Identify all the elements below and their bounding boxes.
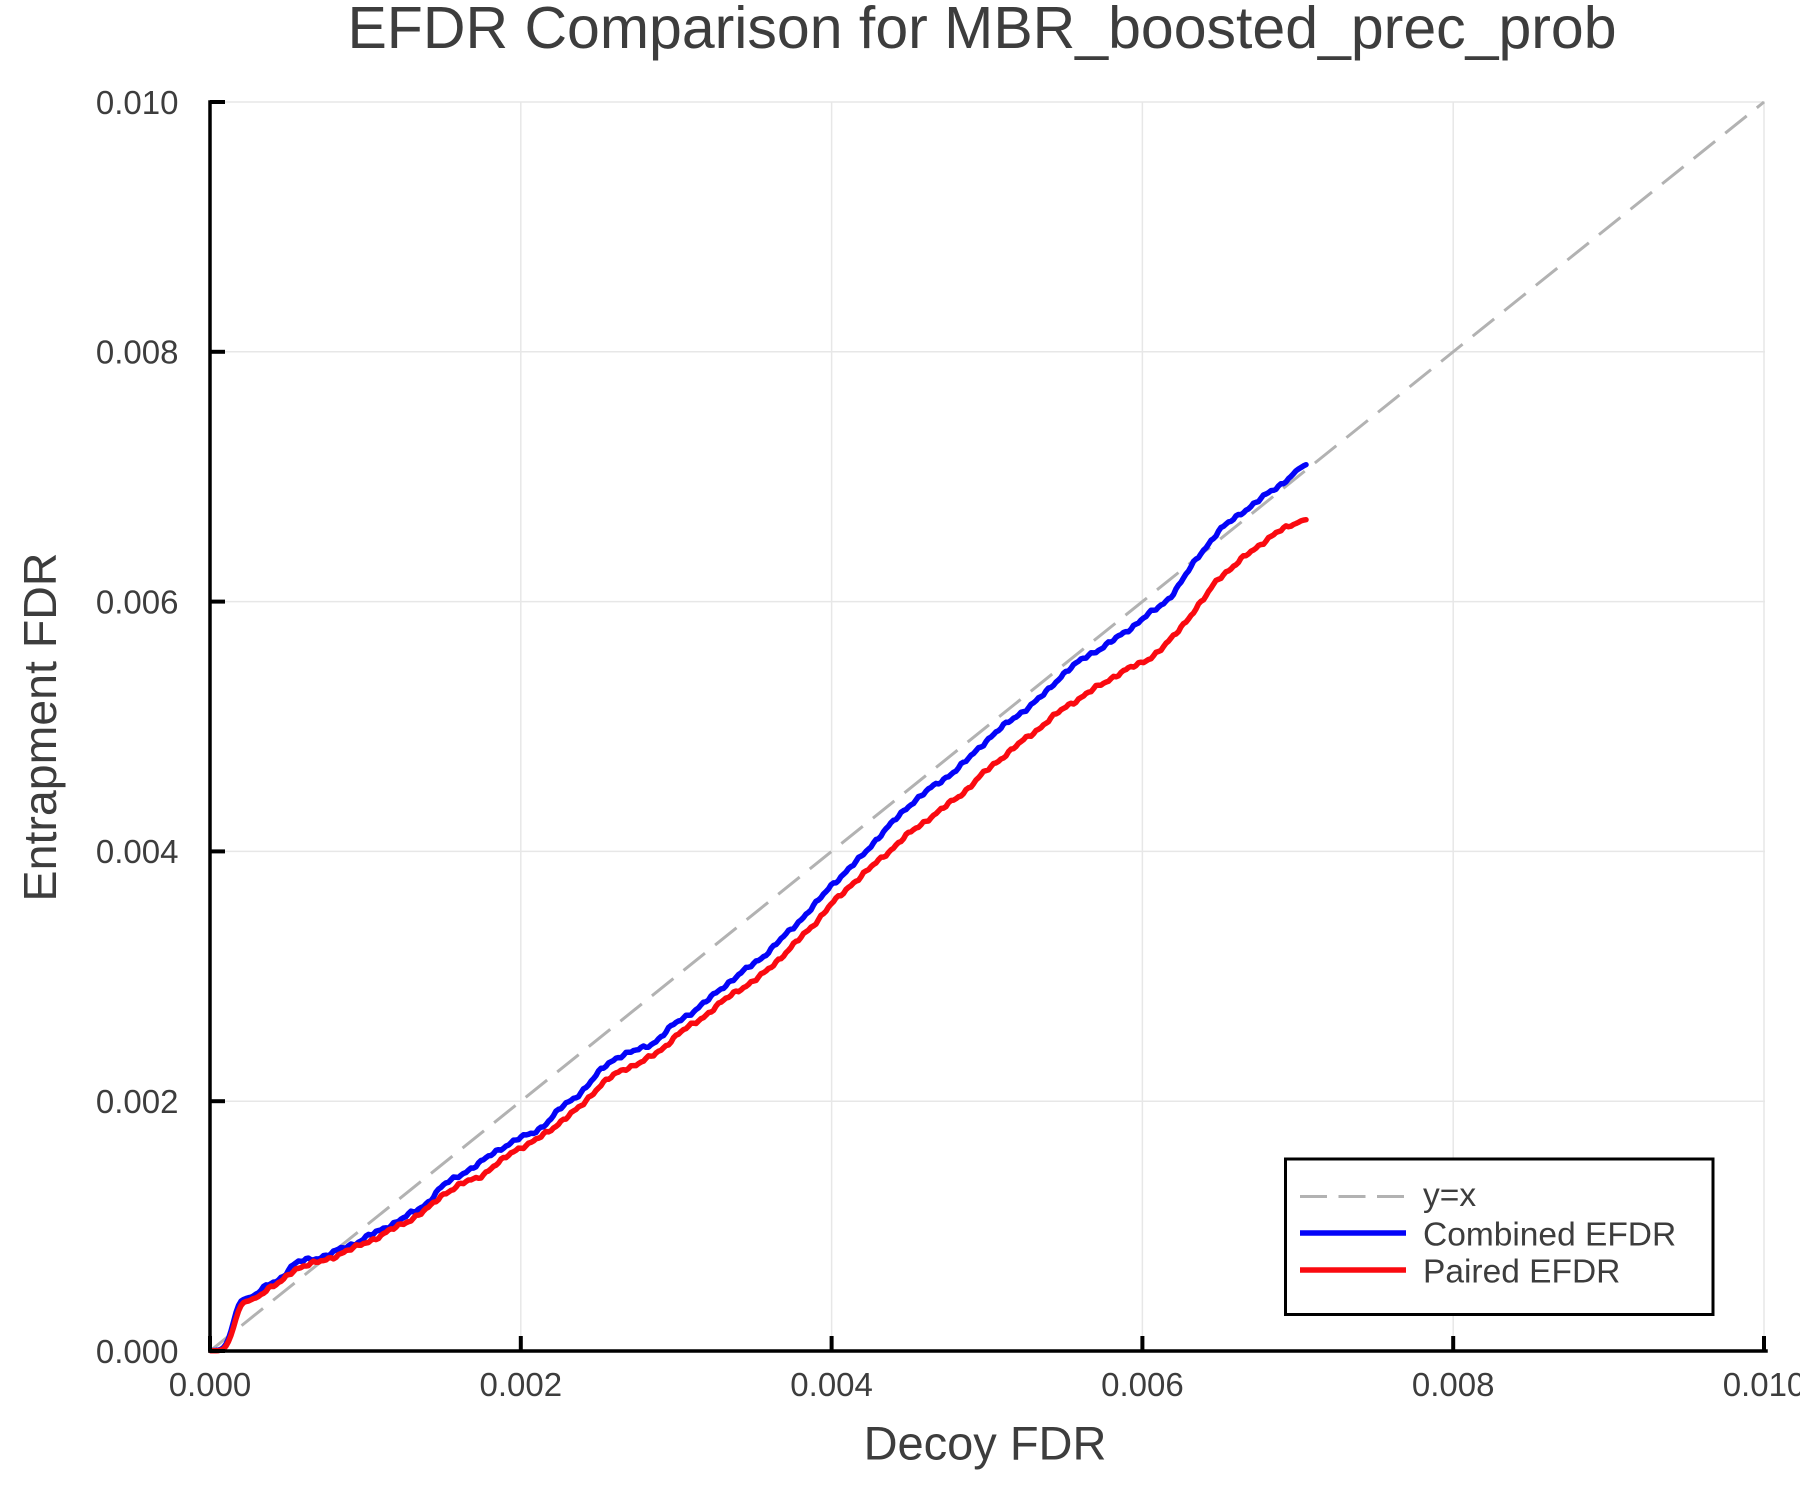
svg-text:0.000: 0.000 — [169, 1366, 252, 1403]
svg-text:0.002: 0.002 — [480, 1366, 563, 1403]
svg-text:Decoy FDR: Decoy FDR — [864, 1417, 1107, 1470]
svg-text:EFDR Comparison for MBR_booste: EFDR Comparison for MBR_boosted_prec_pro… — [347, 0, 1616, 61]
svg-text:Paired EFDR: Paired EFDR — [1423, 1254, 1620, 1291]
svg-text:Entrapment FDR: Entrapment FDR — [14, 553, 66, 902]
svg-text:0.006: 0.006 — [96, 583, 179, 620]
svg-text:0.010: 0.010 — [1723, 1366, 1800, 1403]
svg-text:y=x: y=x — [1423, 1177, 1476, 1214]
svg-text:0.004: 0.004 — [790, 1366, 873, 1403]
svg-text:0.008: 0.008 — [96, 334, 179, 371]
svg-text:0.000: 0.000 — [96, 1333, 179, 1370]
svg-text:0.008: 0.008 — [1412, 1366, 1495, 1403]
svg-text:0.010: 0.010 — [96, 84, 179, 121]
svg-text:0.002: 0.002 — [96, 1083, 179, 1120]
svg-text:Combined EFDR: Combined EFDR — [1423, 1217, 1676, 1254]
svg-text:0.004: 0.004 — [96, 833, 179, 870]
svg-text:0.006: 0.006 — [1101, 1366, 1184, 1403]
